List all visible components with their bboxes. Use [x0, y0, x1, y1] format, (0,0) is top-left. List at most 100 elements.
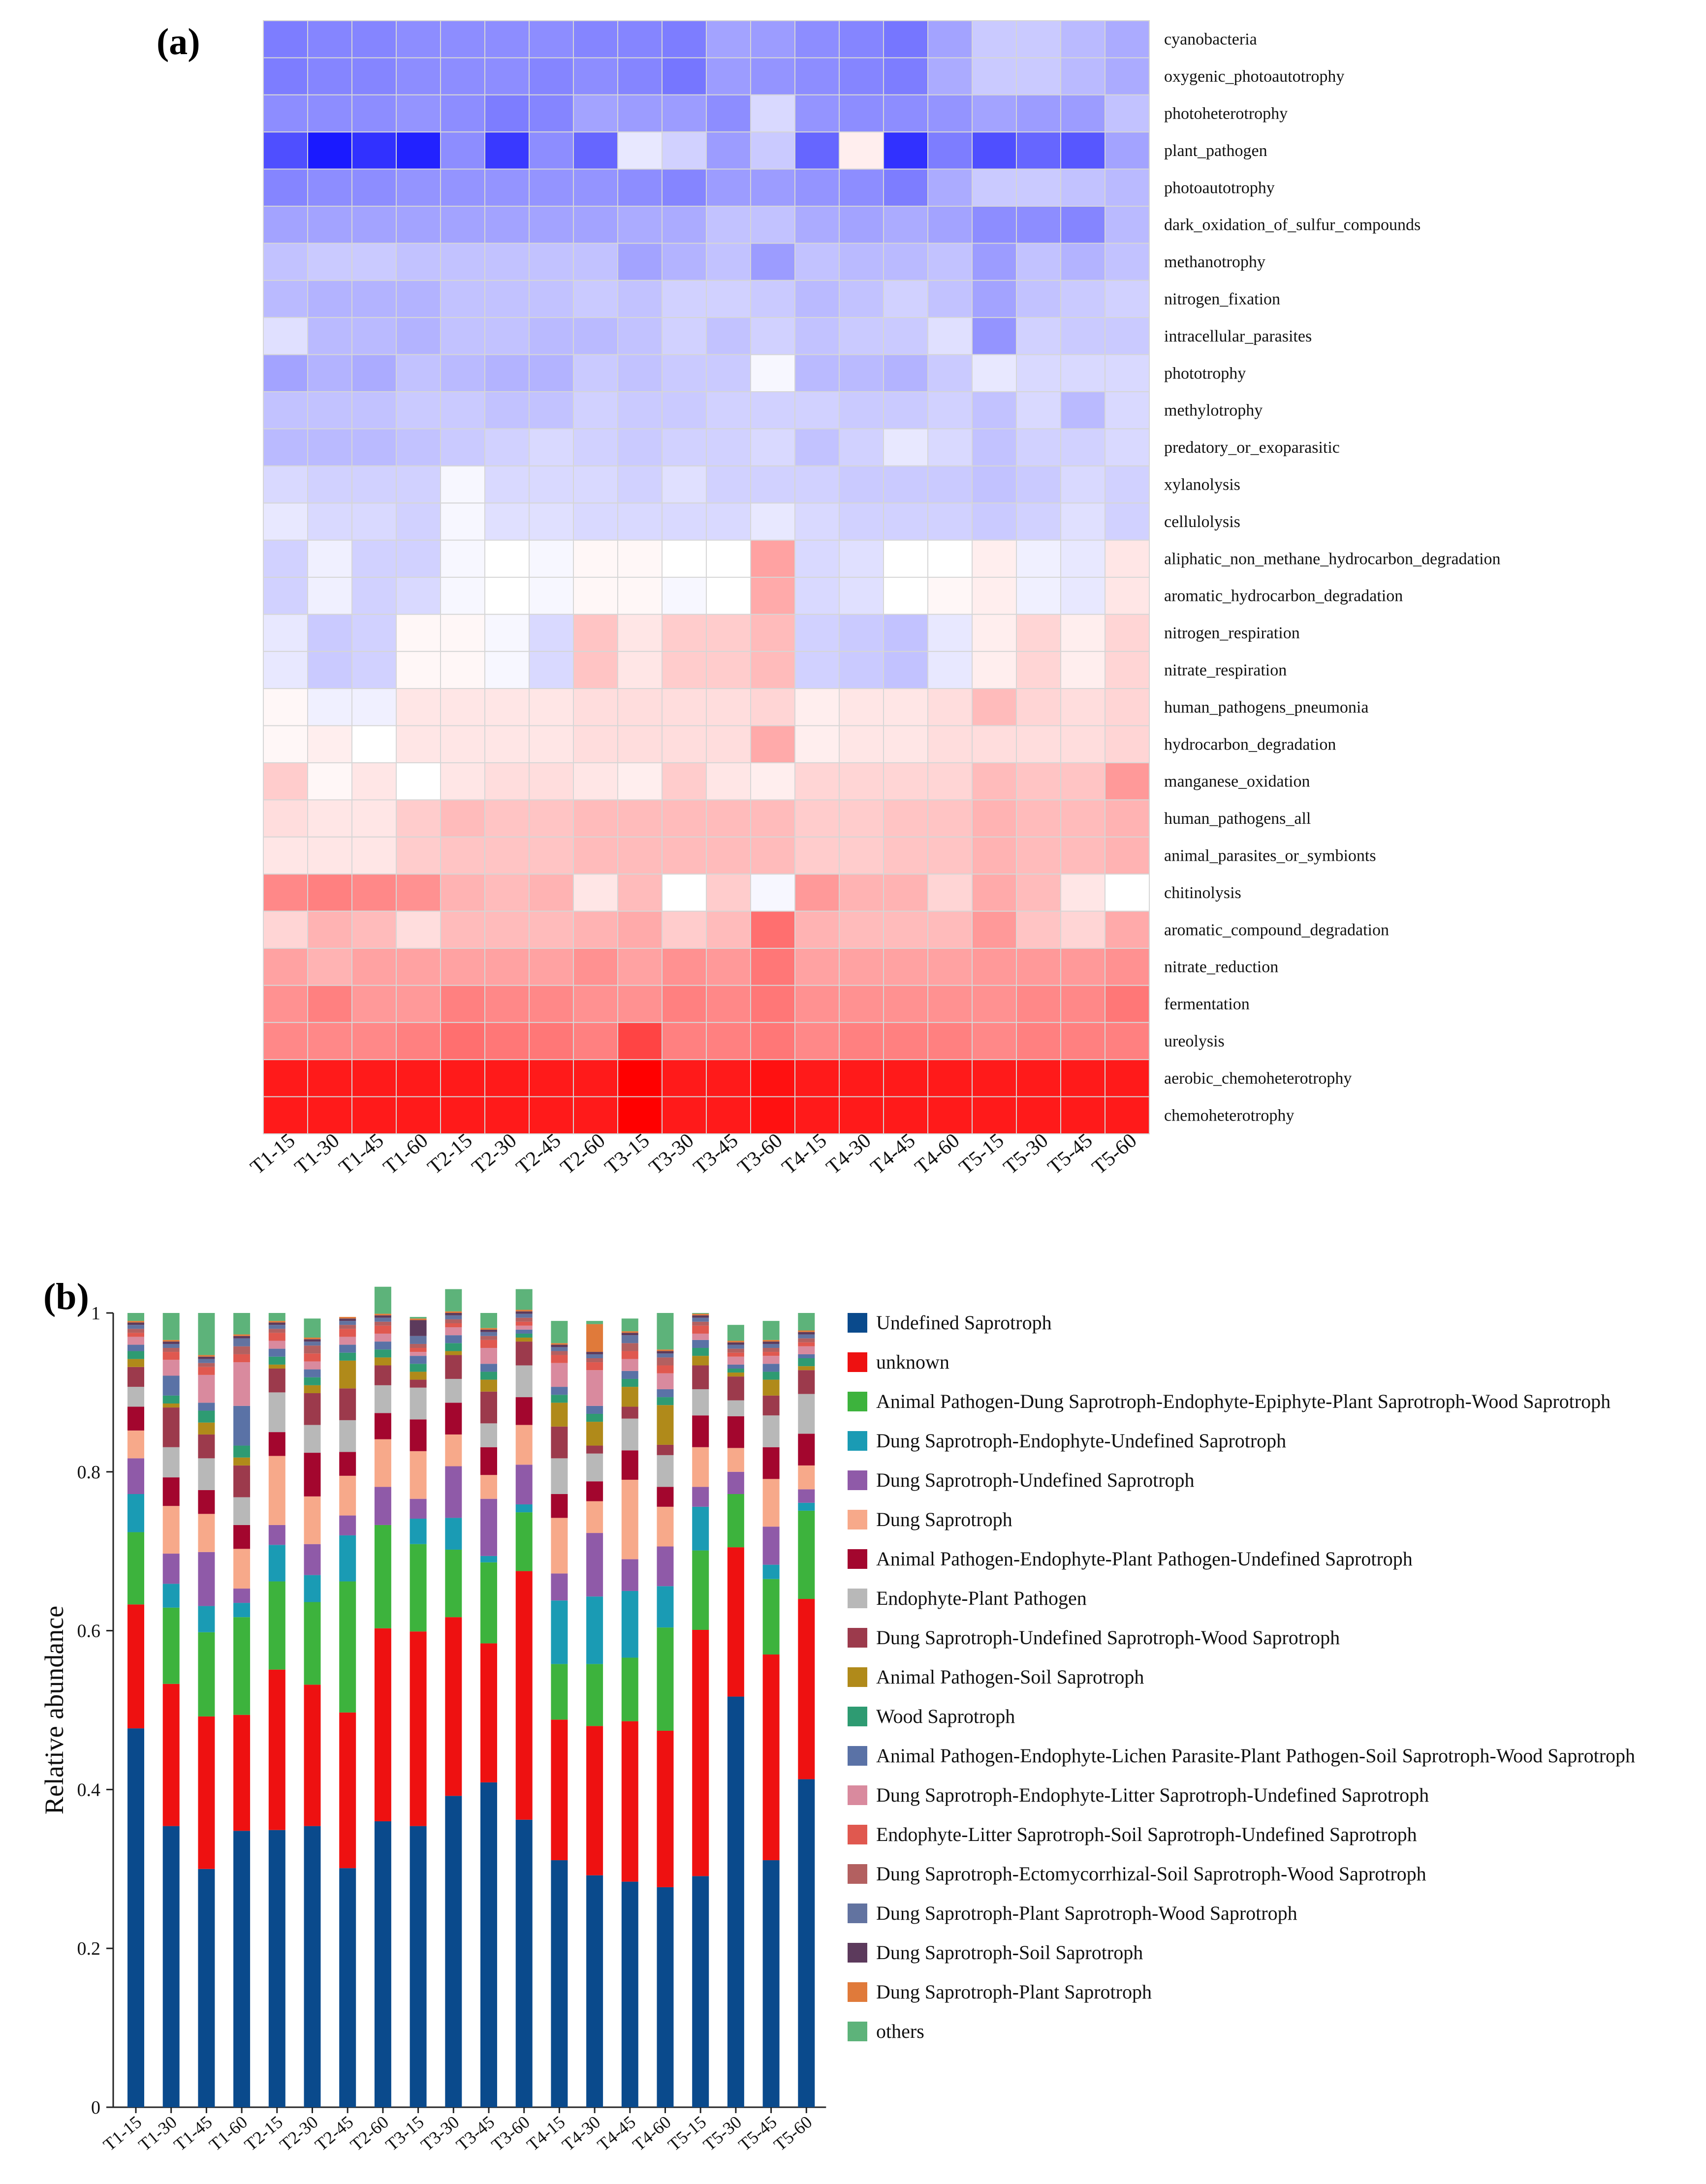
- heatmap-cell: [927, 1096, 973, 1135]
- heatmap-cell: [1016, 391, 1061, 430]
- bar-segment: [692, 1447, 709, 1487]
- heatmap-cell: [839, 799, 884, 838]
- bar-segment: [374, 1325, 391, 1334]
- bar-segment: [127, 1351, 144, 1359]
- bar-segment: [233, 1715, 251, 1831]
- bar-segment: [268, 1313, 285, 1321]
- heatmap-cell: [396, 1059, 441, 1097]
- heatmap-cell: [307, 1022, 352, 1061]
- heatmap-cell: [573, 206, 618, 244]
- heatmap-cell: [307, 57, 352, 95]
- heatmap-cell: [706, 799, 751, 838]
- heatmap-cell: [662, 131, 707, 170]
- heatmap-cell: [1016, 948, 1061, 986]
- heatmap-row-label: nitrogen_respiration: [1164, 624, 1300, 642]
- heatmap-cell: [307, 168, 352, 207]
- heatmap-cell: [1016, 354, 1061, 392]
- bar-segment: [798, 1332, 815, 1335]
- x-tick-label: T3-45: [452, 2112, 498, 2154]
- heatmap-row-label: manganese_oxidation: [1164, 773, 1310, 791]
- heatmap-cell: [1060, 874, 1106, 912]
- bar-segment: [339, 1868, 356, 2107]
- heatmap-row-label: animal_parasites_or_symbionts: [1164, 847, 1376, 865]
- bar-segment: [727, 1342, 744, 1345]
- heatmap-cell: [750, 725, 795, 763]
- heatmap-cell: [927, 206, 973, 244]
- heatmap-cell: [351, 1022, 397, 1061]
- heatmap-cell: [1060, 465, 1106, 504]
- panel-b-label: (b): [43, 1276, 89, 1317]
- heatmap-cell: [883, 725, 928, 763]
- bar-segment: [268, 1456, 285, 1525]
- heatmap-cell: [617, 168, 663, 207]
- heatmap-cell: [617, 20, 663, 59]
- heatmap-cell: [440, 651, 485, 689]
- bar-segment: [410, 1631, 427, 1826]
- heatmap-cell: [662, 762, 707, 801]
- heatmap-row-label: chemoheterotrophy: [1164, 1106, 1294, 1124]
- heatmap-cell: [351, 1096, 397, 1135]
- bar-segment: [233, 1603, 251, 1618]
- bar-segment: [480, 1348, 497, 1364]
- heatmap-cell: [1105, 354, 1150, 392]
- heatmap-cell: [750, 94, 795, 133]
- heatmap-cell: [529, 1096, 574, 1135]
- heatmap-cell: [1060, 354, 1106, 392]
- bar-segment: [127, 1329, 144, 1333]
- heatmap-cell: [972, 391, 1017, 430]
- bar-segment: [268, 1525, 285, 1545]
- heatmap-cell: [529, 688, 574, 726]
- heatmap-cell: [750, 836, 795, 875]
- bar-segment: [657, 1887, 674, 2107]
- heatmap-column-label: T1-60: [379, 1129, 432, 1179]
- heatmap-cell: [573, 651, 618, 689]
- heatmap-cell: [396, 168, 441, 207]
- heatmap-cell: [883, 94, 928, 133]
- heatmap-cell: [484, 799, 530, 838]
- heatmap-cell: [529, 539, 574, 578]
- heatmap-row-label: nitrate_respiration: [1164, 661, 1287, 680]
- heatmap-cell: [1060, 985, 1106, 1023]
- heatmap-cell: [750, 391, 795, 430]
- bar-segment: [445, 1327, 462, 1336]
- heatmap-cell: [750, 688, 795, 726]
- bar-segment: [410, 1451, 427, 1499]
- heatmap-cell: [1105, 20, 1150, 59]
- heatmap-column-label: T1-15: [246, 1129, 299, 1179]
- heatmap-cell: [883, 280, 928, 318]
- bar-segment: [162, 1403, 180, 1408]
- bar-segment: [198, 1313, 215, 1355]
- heatmap-cell: [396, 94, 441, 133]
- x-tick-label: T2-15: [241, 2112, 286, 2154]
- heatmap-cell: [662, 94, 707, 133]
- bar-segment: [515, 1310, 533, 1311]
- heatmap-cell: [1060, 836, 1106, 875]
- heatmap-cell: [484, 688, 530, 726]
- heatmap-cell: [972, 725, 1017, 763]
- heatmap-cell: [927, 502, 973, 541]
- heatmap-cell: [839, 577, 884, 615]
- heatmap-row-label: hydrocarbon_degradation: [1164, 735, 1336, 753]
- y-axis-title: Relative abundance: [39, 1606, 69, 1814]
- heatmap-cell: [927, 651, 973, 689]
- heatmap-cell: [883, 1096, 928, 1135]
- bar-segment: [304, 1393, 321, 1425]
- bar-segment: [586, 1413, 603, 1422]
- heatmap-cell: [573, 799, 618, 838]
- heatmap-cell: [617, 317, 663, 355]
- legend-label: Endophyte-Litter Saprotroph-Soil Saprotr…: [876, 1823, 1417, 1845]
- bar-segment: [657, 1405, 674, 1445]
- bar-segment: [339, 1712, 356, 1869]
- legend-swatch: [848, 1825, 867, 1844]
- bar-segment: [798, 1354, 815, 1358]
- heatmap-cell: [794, 465, 840, 504]
- heatmap-cell: [972, 910, 1017, 949]
- heatmap-cell: [440, 539, 485, 578]
- heatmap-cell: [1060, 131, 1106, 170]
- heatmap-cell: [750, 910, 795, 949]
- heatmap-cell: [972, 280, 1017, 318]
- bar-segment: [410, 1364, 427, 1372]
- bar-segment: [445, 1315, 462, 1319]
- bar-segment: [374, 1413, 391, 1439]
- heatmap-cell: [1060, 20, 1106, 59]
